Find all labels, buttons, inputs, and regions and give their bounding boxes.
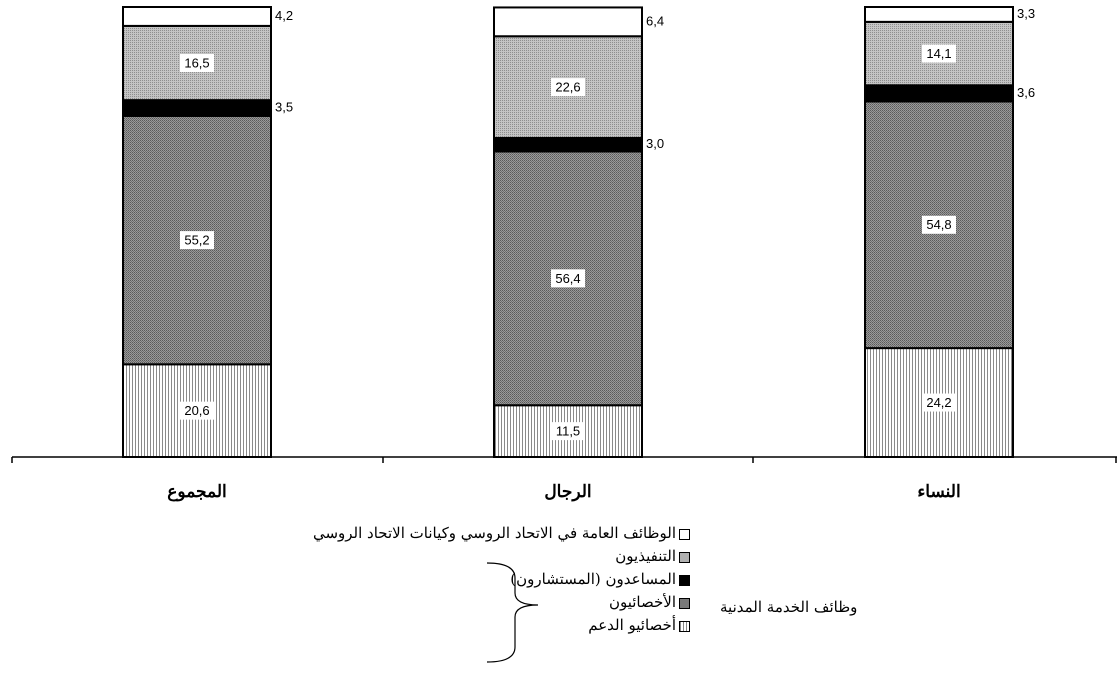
data-label: 22,6 [555, 80, 580, 95]
bar-segment [864, 84, 1014, 103]
legend-label: الأخصائيون [608, 593, 676, 611]
legend-label: التنفيذيون [615, 547, 676, 565]
bar-segment [493, 6, 643, 38]
data-label: 3,0 [646, 136, 664, 151]
legend-label: الوظائف العامة في الاتحاد الروسي وكيانات… [312, 524, 676, 542]
category-label: المجموع [167, 482, 226, 502]
data-label: 24,2 [926, 395, 951, 410]
legend-label: أخصائيو الدعم [588, 616, 676, 634]
data-label: 55,2 [184, 233, 209, 248]
legend-item-support-specialists: أخصائيو الدعم [420, 614, 690, 637]
bar-segment [864, 6, 1014, 23]
bar-segment [122, 99, 272, 117]
data-label: 4,2 [275, 8, 293, 23]
data-label-bg [180, 231, 214, 250]
data-label: 3,5 [275, 99, 293, 114]
data-label-bg [551, 78, 585, 97]
legend-brace [486, 562, 539, 663]
data-label: 54,8 [926, 217, 951, 232]
bar-segment [493, 136, 643, 153]
legend-swatch-white [679, 528, 690, 540]
category-label: النساء [917, 482, 960, 502]
legend-item-specialists: الأخصائيون [420, 591, 690, 614]
data-label-bg [922, 215, 956, 234]
data-label: 56,4 [555, 271, 580, 286]
legend-swatch-black [679, 574, 690, 586]
data-label: 16,5 [184, 55, 209, 70]
legend-item-public-posts: الوظائف العامة في الاتحاد الروسي وكيانات… [313, 522, 690, 545]
legend-item-assistants: المساعدون (المستشارون) [420, 568, 690, 591]
data-label-bg [180, 401, 214, 420]
legend: الوظائف العامة في الاتحاد الروسي وكيانات… [313, 522, 690, 637]
bar-segment [122, 6, 272, 27]
category-label: الرجال [544, 482, 591, 502]
legend-label: المساعدون (المستشارون) [510, 570, 676, 588]
data-label-bg [551, 269, 585, 288]
data-label-bg [551, 422, 585, 441]
data-label: 11,5 [556, 424, 580, 439]
data-label: 3,6 [1017, 85, 1035, 100]
legend-swatch-vertical-lines [679, 620, 690, 632]
data-label: 6,4 [646, 13, 664, 28]
data-label-bg [180, 54, 214, 73]
data-label: 14,1 [926, 46, 951, 61]
legend-item-executives: التنفيذيون [420, 545, 690, 568]
data-label: 3,3 [1017, 6, 1035, 21]
legend-swatch-dark-dots [679, 597, 690, 609]
data-label: 20,6 [184, 403, 209, 418]
data-label-bg [922, 44, 956, 63]
data-label-bg [922, 393, 956, 412]
legend-swatch-light-dots [679, 551, 690, 563]
legend-group-label: وظائف الخدمة المدنية [720, 598, 858, 616]
